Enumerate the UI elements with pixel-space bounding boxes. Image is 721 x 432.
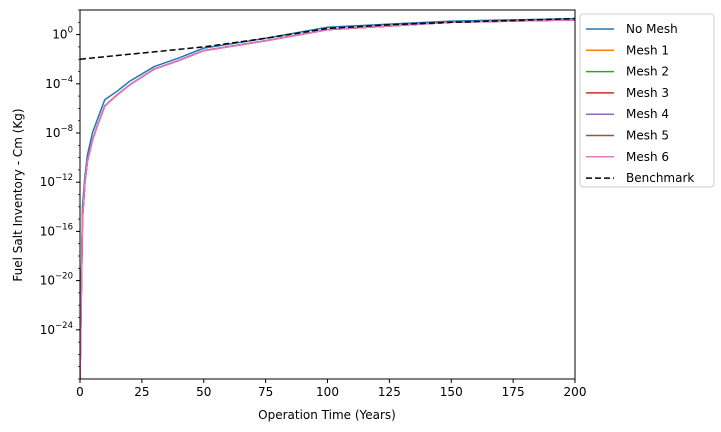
legend-box <box>579 13 715 188</box>
legend-label-5: Mesh 5 <box>626 129 669 143</box>
legend-label-0: No Mesh <box>626 22 678 36</box>
y-tick-label-0: 100 <box>52 26 73 42</box>
legend-label-7: Benchmark <box>626 171 694 185</box>
series-line-3 <box>80 19 575 379</box>
x-tick-label-3: 75 <box>258 385 273 399</box>
series-line-5 <box>80 19 575 379</box>
x-tick-label-7: 175 <box>502 385 525 399</box>
series-line-0 <box>80 17 575 379</box>
x-tick-label-6: 150 <box>440 385 463 399</box>
y-tick-label-5: 10−20 <box>40 272 73 288</box>
series-line-7 <box>80 17 575 60</box>
legend-label-6: Mesh 6 <box>626 150 669 164</box>
x-axis-ticks: 0 25 50 75 100 125 150 175 200 <box>76 379 586 399</box>
series-line-2 <box>80 19 575 379</box>
series-line-6 <box>80 19 575 379</box>
y-tick-exponent-4: −16 <box>55 222 73 232</box>
y-tick-label-6: 10−24 <box>40 321 73 337</box>
y-tick-exponent-6: −24 <box>55 321 73 331</box>
y-tick-base-6: 10 <box>40 323 55 337</box>
x-tick-label-0: 0 <box>76 385 84 399</box>
series-line-1 <box>80 19 575 379</box>
legend-label-2: Mesh 2 <box>626 65 669 79</box>
y-tick-exponent-1: −4 <box>60 75 73 85</box>
legend-label-3: Mesh 3 <box>626 86 669 100</box>
legend: No Mesh Mesh 1 Mesh 2 Mesh 3 Mesh 4 Mesh 5 Mes… <box>579 13 715 188</box>
y-tick-exponent-5: −20 <box>55 272 73 282</box>
y-tick-base-1: 10 <box>45 77 60 91</box>
y-tick-exponent-3: −12 <box>55 173 73 183</box>
y-tick-label-3: 10−12 <box>40 173 73 189</box>
x-tick-label-4: 100 <box>316 385 339 399</box>
x-tick-label-2: 50 <box>196 385 211 399</box>
y-tick-label-1: 10−4 <box>45 75 73 91</box>
y-tick-exponent-0: 0 <box>68 26 73 36</box>
y-axis-label: Fuel Salt Inventory - Cm (Kg) <box>11 108 25 281</box>
series-layer <box>80 17 575 379</box>
y-tick-base-3: 10 <box>40 175 55 189</box>
y-tick-base-4: 10 <box>40 224 55 238</box>
legend-items: No Mesh Mesh 1 Mesh 2 Mesh 3 Mesh 4 Mesh 5 Mes… <box>586 22 694 185</box>
plot-frame <box>79 9 576 380</box>
y-tick-base-2: 10 <box>45 126 60 140</box>
y-tick-base-5: 10 <box>40 274 55 288</box>
series-line-4 <box>80 19 575 379</box>
legend-label-4: Mesh 4 <box>626 107 669 121</box>
x-tick-label-8: 200 <box>564 385 587 399</box>
y-tick-label-2: 10−8 <box>45 124 73 140</box>
y-tick-base-0: 10 <box>52 28 67 42</box>
x-tick-label-5: 125 <box>378 385 401 399</box>
y-tick-label-4: 10−16 <box>40 222 73 238</box>
legend-label-1: Mesh 1 <box>626 43 669 57</box>
y-tick-exponent-2: −8 <box>60 124 73 134</box>
x-tick-label-1: 25 <box>134 385 149 399</box>
x-axis-label: Operation Time (Years) <box>258 408 396 422</box>
